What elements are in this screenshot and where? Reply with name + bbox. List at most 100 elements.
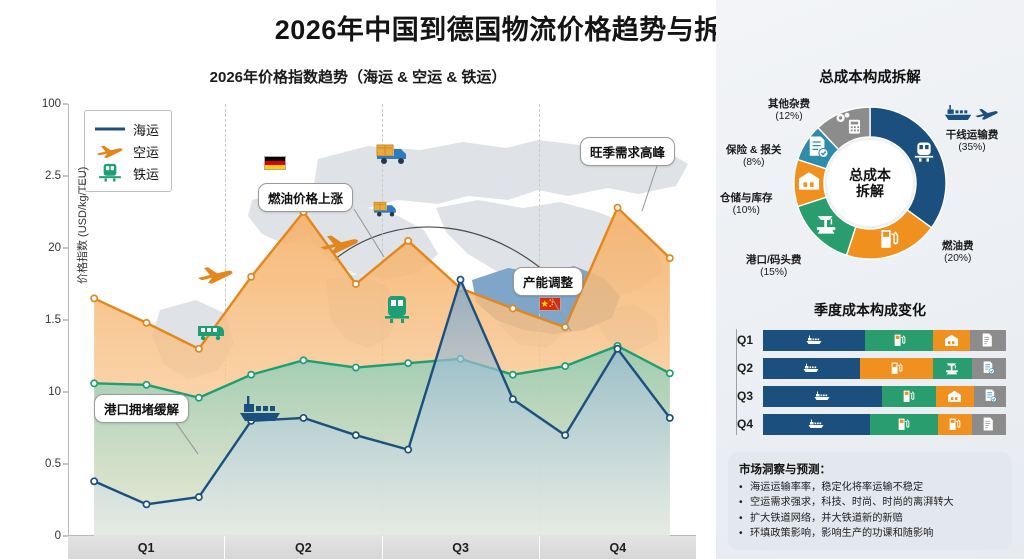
bullet-icon: •	[739, 512, 743, 524]
legend-label: 空运	[133, 144, 160, 160]
document-shield-icon	[807, 136, 830, 165]
donut-label-percent: (8%)	[742, 157, 765, 169]
quarterly-row-label: Q1	[737, 333, 754, 347]
quarter-cell-q2: Q2	[225, 536, 383, 559]
legend-label: 海运	[133, 122, 160, 138]
y-tick-mark	[63, 463, 68, 465]
callout-fuel-price-rise: 燃油价格上涨	[258, 183, 354, 212]
donut-label-text: 干线运输费	[945, 128, 999, 141]
y-tick-label: 10	[48, 386, 61, 398]
quarterly-title: 季度成本构成变化	[814, 302, 926, 318]
bar-segment-trunk-transport	[763, 413, 870, 435]
insights-title: 市场洞察与预测：	[739, 464, 831, 476]
donut-label-percent: (15%)	[760, 267, 788, 279]
y-tick-label: 2.5	[45, 170, 61, 182]
y-tick-label: 0.5	[45, 458, 61, 470]
donut-title: 总成本构成拆解	[819, 70, 921, 86]
donut-label: 其他杂费 (12%)	[768, 98, 810, 124]
stacked-bar	[763, 357, 1006, 379]
callout-peak-season-demand: 旺季需求高峰	[580, 137, 676, 166]
airplane-icon	[317, 232, 363, 261]
quarterly-row-q1: Q1	[737, 329, 1006, 351]
donut-chart: 总成本 拆解 干线运输费 (35%) 燃油费 (20%) 港口/码头费 (15%) 仓储与库…	[716, 88, 1024, 278]
legend-label: 铁运	[133, 166, 160, 182]
callout-capacity-adjustment: 产能调整	[513, 267, 584, 296]
quarter-band: Q1 Q2 Q3 Q4	[68, 536, 696, 559]
bar-segment-warehousing	[933, 329, 970, 351]
bar-segment-trunk-transport	[763, 357, 861, 379]
quarter-cell-q3: Q3	[382, 536, 540, 559]
insight-text: 海运运输率率，稳定化将率运输不稳定	[750, 482, 924, 493]
data-point	[351, 363, 360, 372]
y-axis-line	[68, 104, 70, 536]
data-point	[561, 323, 570, 332]
data-point	[508, 395, 517, 404]
chart-title: 2026年价格指数趋势（海运 & 空运 & 铁运）	[209, 69, 507, 86]
bar-segment-other	[971, 413, 1006, 435]
data-point	[665, 413, 674, 422]
bullet-icon: •	[739, 497, 743, 509]
data-point	[351, 431, 360, 440]
insight-text: 空运需求强求，科技、时尚、时尚的离湃转大	[750, 497, 954, 509]
y-tick-label: 0	[54, 530, 61, 542]
y-tick-mark	[63, 175, 68, 177]
bullet-icon: •	[739, 527, 743, 539]
y-tick-mark	[63, 535, 68, 537]
insight-text: 扩大铁道网络，并大铁道新的新赔	[750, 512, 903, 524]
gear-calculator-icon	[834, 112, 862, 141]
warehouse-icon	[797, 170, 821, 197]
side-icons	[944, 104, 1000, 127]
data-point	[561, 431, 570, 440]
donut-label: 燃油费 (20%)	[942, 240, 974, 266]
quarterly-row-q3: Q3	[737, 385, 1006, 407]
donut-label-text: 保险 & 报关	[726, 144, 782, 156]
trend-chart-panel: 2026年价格指数趋势（海运 & 空运 & 铁运）	[0, 52, 716, 559]
bar-segment-warehousing	[937, 413, 972, 435]
legend-item-sea: 海运	[93, 118, 159, 140]
train-icon	[194, 322, 230, 347]
data-point	[404, 236, 413, 245]
train-icon	[914, 142, 934, 169]
cost-breakdown-panel: 总成本构成拆解 总成本 拆解 干线运输费 (35%) 燃油费 (20%) 港口/码头费(…	[716, 0, 1024, 559]
quarterly-composition: 季度成本构成变化 Q1 Q2 Q3 Q4	[716, 300, 1024, 441]
callout-port-congestion-eased: 港口拥堵缓解	[94, 394, 190, 423]
bar-segment-fuel	[865, 329, 934, 351]
bullet-icon: •	[739, 482, 743, 493]
train-icon	[93, 163, 127, 183]
line-海运	[93, 278, 671, 506]
data-point	[299, 413, 308, 422]
donut-center-line2: 拆解	[856, 183, 884, 199]
legend-item-air: 空运	[93, 140, 159, 162]
bar-segment-fuel	[882, 385, 936, 407]
y-tick-mark	[63, 247, 68, 249]
china-flag-icon	[539, 297, 561, 311]
ship-icon	[238, 394, 284, 429]
donut-center-line1: 总成本	[849, 166, 891, 183]
line-空运	[93, 206, 671, 350]
data-point	[299, 356, 308, 365]
data-point	[613, 344, 622, 353]
bar-segment-fuel	[869, 413, 938, 435]
train-icon	[384, 294, 410, 329]
y-tick-mark	[63, 103, 68, 105]
insight-item: • 扩大铁道网络，并大铁道新的新赔	[739, 511, 1001, 526]
data-point	[351, 280, 360, 288]
donut-label-text: 港口/码头费	[746, 254, 802, 266]
insight-item: • 空运需求强求，科技、时尚、时尚的离湃转大	[739, 495, 1001, 510]
data-point	[247, 370, 256, 379]
data-point	[142, 380, 151, 389]
bar-segment-warehousing	[935, 385, 975, 407]
bar-segment-port	[933, 357, 972, 379]
donut-label-percent: (10%)	[732, 205, 760, 217]
bar-segment-fuel	[860, 357, 934, 379]
bar-segment-other	[969, 329, 1006, 351]
line-chart-plot: 0 0.5 10 1.5 20 2.5 100	[42, 98, 696, 542]
chart-legend: 海运 空运	[84, 110, 173, 192]
fuel-pump-icon	[879, 228, 899, 255]
bar-segment-other	[971, 357, 1006, 379]
donut-label-percent: (35%)	[958, 141, 986, 153]
page-title: 2026年中国到德国物流价格趋势与拆解	[274, 15, 750, 45]
data-point	[404, 445, 413, 454]
data-point	[194, 393, 203, 402]
data-point	[90, 379, 99, 388]
